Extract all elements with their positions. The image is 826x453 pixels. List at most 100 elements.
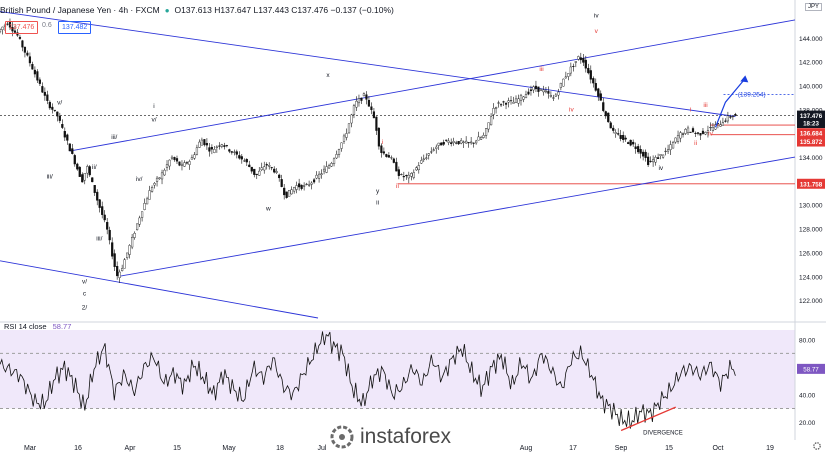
candle-body: [652, 159, 655, 163]
candle-body: [355, 100, 358, 108]
candle-body: [195, 147, 199, 155]
price-tick-label: 124.000: [799, 274, 823, 281]
candle-body: [489, 116, 493, 126]
price-tick-label: 142.000: [799, 60, 823, 67]
rsi-tick-label: 40.00: [799, 393, 816, 400]
candle-body: [375, 116, 378, 131]
candle-body: [557, 91, 560, 96]
candle-body: [632, 141, 635, 145]
candle-body: [305, 183, 308, 185]
wave-label: w: [265, 206, 271, 213]
candle-body: [604, 111, 607, 117]
candle-body: [13, 30, 17, 33]
candle-body: [427, 153, 430, 156]
candle-body: [512, 101, 515, 104]
candle-body: [669, 144, 672, 150]
sell-price-box[interactable]: 137.476: [5, 21, 39, 34]
candle-body: [612, 127, 615, 131]
candle-body: [240, 156, 243, 160]
candle-body: [559, 82, 562, 88]
candle-body: [365, 94, 368, 100]
rsi-tick-label: 20.00: [799, 420, 816, 427]
candle-body: [552, 97, 555, 99]
chart-header: British Pound / Japanese Yen · 4h · FXCM…: [0, 0, 399, 20]
candle-body: [564, 76, 567, 79]
candle-body: [370, 106, 373, 111]
candle-body: [522, 96, 525, 100]
symbol-title[interactable]: British Pound / Japanese Yen · 4h · FXCM: [0, 5, 160, 15]
candle-body: [362, 93, 366, 97]
wave-label: x: [326, 72, 330, 79]
candle-body: [173, 157, 176, 160]
candle-body: [445, 139, 448, 141]
candle-body: [527, 91, 530, 95]
wave-label: iii/: [111, 134, 117, 141]
candle-body: [220, 144, 223, 147]
candle-body: [347, 123, 351, 134]
candle-body: [594, 83, 597, 91]
candle-body: [98, 199, 101, 208]
price-tag-text: 131.758: [800, 181, 823, 188]
candle-body: [165, 164, 169, 168]
candle-body: [93, 185, 96, 193]
candle-body: [709, 127, 712, 129]
time-tick-label: Sep: [615, 445, 628, 452]
candle-body: [467, 142, 470, 144]
price-tick-label: 140.000: [799, 84, 823, 91]
candle-body: [283, 187, 286, 196]
candle-body: [332, 158, 336, 164]
time-tick-label: 15: [665, 445, 673, 452]
projection-arrow: [714, 77, 746, 128]
candle-body: [213, 149, 216, 153]
candle-body: [111, 242, 114, 257]
trend-line: [69, 19, 796, 152]
candle-body: [0, 28, 2, 33]
candle-body: [599, 93, 602, 101]
candle-body: [303, 185, 306, 187]
price-tick-label: 144.000: [799, 36, 823, 43]
candle-body: [265, 164, 268, 166]
time-tick-label: Jul: [318, 445, 327, 452]
candle-body: [43, 91, 46, 96]
candle-body: [400, 174, 403, 176]
candle-body: [248, 164, 251, 168]
buy-price-box[interactable]: 137.482: [58, 21, 92, 34]
candle-body: [684, 129, 687, 134]
candle-body: [260, 167, 263, 171]
candle-body: [686, 127, 690, 134]
candle-body: [193, 154, 196, 159]
candle-body: [183, 162, 186, 167]
currency-label[interactable]: JPY: [804, 3, 822, 11]
candle-body: [295, 185, 298, 190]
candle-body: [233, 151, 236, 153]
candle-body: [218, 145, 221, 147]
candle-body: [133, 232, 136, 238]
candle-body: [537, 86, 540, 92]
candle-body: [58, 115, 61, 121]
candle-body: [465, 140, 468, 144]
candle-body: [554, 94, 557, 97]
candle-body: [475, 140, 478, 144]
time-tick-label: May: [222, 445, 236, 452]
candle-body: [235, 151, 238, 155]
candle-body: [131, 236, 134, 248]
candle-body: [649, 160, 652, 162]
candle-body: [96, 191, 99, 201]
candle-body: [300, 184, 303, 189]
candle-body: [602, 102, 605, 111]
settings-gear-icon: [813, 442, 821, 450]
rsi-legend: RSI 14 close 58.77: [4, 322, 71, 331]
watermark: instaforex: [330, 424, 500, 450]
candle-body: [592, 78, 595, 84]
candle-body: [148, 190, 151, 200]
candle-body: [492, 108, 495, 115]
candle-body: [412, 172, 415, 178]
candle-body: [622, 135, 625, 140]
candle-body: [676, 135, 680, 142]
candle-body: [113, 253, 116, 267]
candle-body: [477, 136, 480, 141]
candle-body: [405, 174, 408, 177]
candle-body: [637, 146, 640, 153]
